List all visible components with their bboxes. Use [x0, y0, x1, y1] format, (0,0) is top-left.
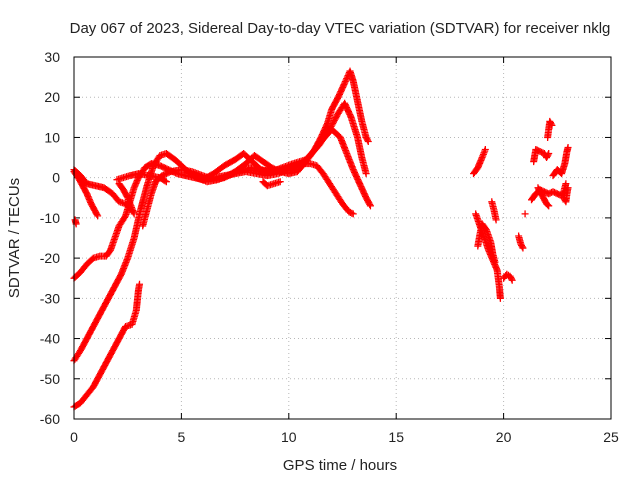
data-point — [507, 275, 515, 283]
data-point — [481, 146, 489, 154]
data-point — [366, 200, 374, 208]
y-tick-label: -20 — [40, 250, 60, 266]
data-point — [545, 202, 553, 210]
series-arc-u — [530, 146, 553, 166]
data-point — [136, 280, 144, 288]
data-point — [518, 243, 526, 251]
series-arc-c — [71, 216, 80, 228]
data-point — [362, 170, 370, 178]
data-point — [496, 294, 504, 302]
x-tick-label: 5 — [178, 429, 186, 445]
x-tick-label: 15 — [388, 429, 404, 445]
data-point — [130, 210, 138, 218]
data-point — [544, 201, 552, 209]
y-tick-label: 30 — [44, 49, 60, 65]
data-point — [341, 79, 349, 87]
data-point — [491, 258, 499, 266]
plot-frame — [73, 56, 612, 420]
y-tick-label: -40 — [40, 331, 60, 347]
y-tick-label: -30 — [40, 290, 60, 306]
series-arc-f — [70, 280, 144, 411]
data-point — [162, 178, 170, 186]
data-point — [121, 213, 129, 221]
data-point — [366, 202, 374, 210]
data-point — [492, 216, 500, 224]
data-point — [548, 121, 556, 129]
series-arc-t — [534, 184, 553, 210]
data-point — [544, 151, 552, 159]
data-point — [276, 178, 284, 186]
series-arc-h — [199, 99, 370, 184]
series-arc-v — [544, 117, 556, 141]
data-point — [349, 210, 357, 218]
x-tick-label: 0 — [70, 429, 78, 445]
data-point — [364, 136, 372, 144]
x-tick-label: 20 — [496, 429, 512, 445]
data-point — [519, 244, 527, 252]
series-arc-o — [488, 198, 500, 224]
data-point — [562, 180, 570, 188]
series-arc-w — [549, 144, 572, 180]
y-tick-label: 10 — [44, 129, 60, 145]
series-arc-l — [470, 146, 489, 178]
y-tick-label: 20 — [44, 89, 60, 105]
chart-title: Day 067 of 2023, Sidereal Day-to-day VTE… — [70, 20, 611, 37]
series-arc-b — [70, 168, 102, 220]
x-tick-label: 25 — [603, 429, 619, 445]
data-point — [545, 150, 553, 158]
y-tick-label: -10 — [40, 210, 60, 226]
y-tick-label: -60 — [40, 411, 60, 427]
data-point — [364, 137, 372, 145]
x-axis-label: GPS time / hours — [283, 457, 397, 474]
data-point — [508, 276, 516, 284]
series-arc-n — [474, 220, 499, 266]
data-point — [348, 209, 356, 217]
data-point — [161, 177, 169, 185]
data-point — [93, 211, 101, 219]
data-point — [342, 76, 350, 84]
data-point — [341, 78, 349, 86]
data-point — [547, 120, 555, 128]
y-tick-label: 0 — [52, 170, 60, 186]
y-tick-label: -50 — [40, 371, 60, 387]
series-arc-j — [115, 180, 138, 218]
data-point — [521, 210, 529, 218]
y-axis-label: SDTVAR / TECUs — [6, 178, 23, 298]
x-tick-label: 10 — [281, 429, 297, 445]
series-arc-p — [500, 270, 516, 284]
data-point — [564, 144, 572, 151]
series-arc-x — [560, 184, 572, 206]
series-arc-q — [515, 232, 527, 252]
series-arc-i — [113, 170, 170, 186]
data-points — [70, 67, 572, 411]
data-point — [94, 212, 102, 220]
data-point — [564, 184, 572, 192]
series-arc-r — [521, 210, 529, 218]
series-arc-k — [259, 178, 284, 190]
